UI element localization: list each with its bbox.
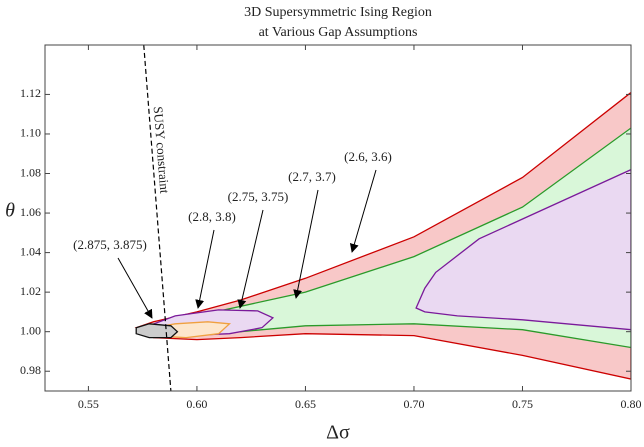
annotation-arrow [237,209,264,309]
annotation: (2.75, 3.75) [228,189,289,204]
plot [134,45,631,391]
x-tick-label: 0.60 [186,397,207,411]
region [135,323,179,339]
chart-title: 3D Supersymmetric Ising Region [244,5,432,20]
y-axis-label: θ [5,200,15,222]
y-tick-label: 1.00 [20,323,41,337]
y-tick-label: 1.04 [20,244,41,258]
x-tick-label: 0.80 [621,397,642,411]
annotation-arrow [195,229,215,309]
y-tick-label: 0.98 [20,363,41,377]
y-tick-label: 1.10 [20,126,41,140]
y-tick-label: 1.06 [20,205,41,219]
annotation-arrow [349,169,377,253]
x-axis-label: Δσ [326,422,350,444]
annotation: (2.7, 3.7) [288,169,336,184]
annotation: (2.875, 3.875) [73,237,147,252]
x-tick-label: 0.70 [403,397,424,411]
annotation: (2.6, 3.6) [344,149,392,164]
plot-frame [44,44,632,392]
chart-subtitle: at Various Gap Assumptions [259,25,418,40]
y-tick-label: 1.02 [20,284,41,298]
y-tick-label: 1.08 [20,165,41,179]
annotation-arrow [293,189,319,299]
constraint-line [143,45,172,391]
constraint-label: SUSY constraint [151,106,173,195]
x-tick-label: 0.75 [512,397,533,411]
annotation-arrow [117,257,153,319]
annotation: (2.8, 3.8) [188,209,236,224]
x-tick-label: 0.65 [295,397,316,411]
x-tick-label: 0.55 [78,397,99,411]
y-tick-label: 1.12 [20,86,41,100]
